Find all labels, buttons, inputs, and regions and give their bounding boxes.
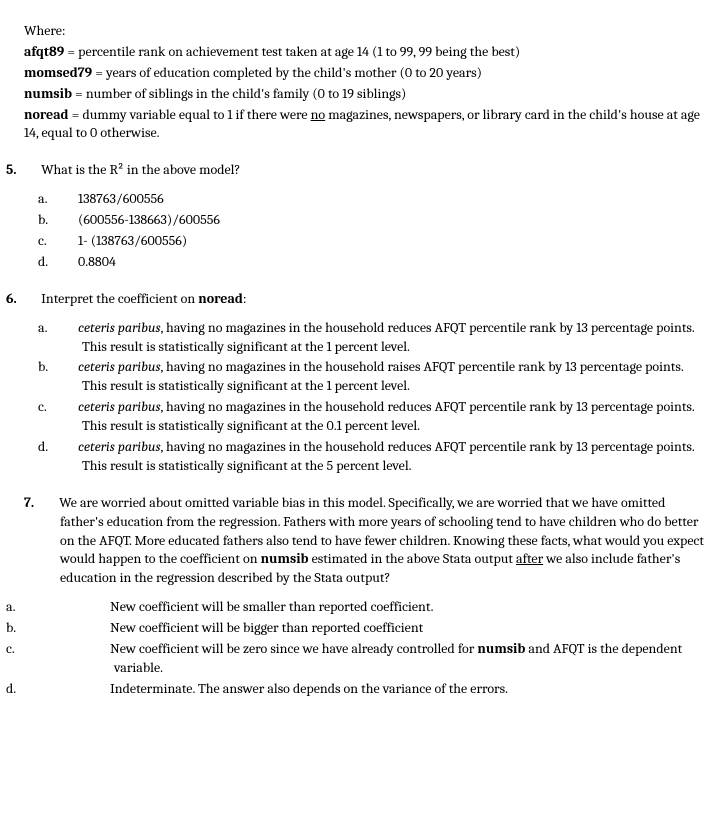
def-momsed79-label: momsed79 xyxy=(24,64,92,81)
def-numsib: numsib = number of siblings in the child… xyxy=(24,85,704,104)
q5-opt-a-text: 138763/600556 xyxy=(78,190,164,207)
q6-opt-b-ital: ceteris paribus xyxy=(78,358,161,375)
opt-letter: a. xyxy=(60,190,78,209)
def-noread-no: no xyxy=(311,106,326,123)
opt-letter: d. xyxy=(60,253,78,272)
def-afqt89: afqt89 = percentile rank on achievement … xyxy=(24,43,704,62)
question-6-bold: noread xyxy=(198,290,243,307)
question-6-text-after: : xyxy=(243,290,247,307)
def-momsed79: momsed79 = years of education completed … xyxy=(24,64,704,83)
q6-opt-d: d.ceteris paribus, having no magazines i… xyxy=(60,438,704,476)
question-6: 6. Interpret the coefficient on noread: … xyxy=(24,290,704,476)
question-6-options: a.ceteris paribus, having no magazines i… xyxy=(60,319,704,476)
question-6-text-before: Interpret the coefficient on xyxy=(41,290,198,307)
def-numsib-label: numsib xyxy=(24,85,72,102)
opt-letter: c. xyxy=(60,232,78,251)
q7-opt-b-text: New coefficient will be bigger than repo… xyxy=(110,619,423,636)
q6-opt-d-ital: ceteris paribus xyxy=(78,438,161,455)
opt-letter: a. xyxy=(60,598,110,617)
q5-opt-d: d.0.8804 xyxy=(60,253,704,272)
q5-opt-c: c.1- (138763/600556) xyxy=(60,232,704,251)
opt-letter: b. xyxy=(60,619,110,638)
q7-opt-b: b.New coefficient will be bigger than re… xyxy=(60,619,704,638)
def-numsib-text: = number of siblings in the child's fami… xyxy=(72,85,406,102)
def-afqt89-text: = percentile rank on achievement test ta… xyxy=(64,43,520,60)
q5-opt-b: b.(600556-138663)/600556 xyxy=(60,211,704,230)
q6-opt-a: a.ceteris paribus, having no magazines i… xyxy=(60,319,704,357)
q6-opt-d-rest: , having no magazines in the household r… xyxy=(82,438,694,474)
question-5: 5. What is the R² in the above model? a.… xyxy=(24,161,704,271)
q7-opt-c-bold: numsib xyxy=(477,640,525,657)
question-7-number: 7. xyxy=(42,494,56,513)
def-noread: noread = dummy variable equal to 1 if th… xyxy=(24,106,704,144)
q7-opt-a: a.New coefficient will be smaller than r… xyxy=(60,598,704,617)
question-7-options: a.New coefficient will be smaller than r… xyxy=(60,598,704,698)
question-5-header: 5. What is the R² in the above model? xyxy=(24,161,704,180)
question-6-number: 6. xyxy=(24,290,38,309)
question-7: 7. We are worried about omitted variable… xyxy=(24,494,704,699)
question-7-header: 7. We are worried about omitted variable… xyxy=(24,494,704,588)
question-5-number: 5. xyxy=(24,161,38,180)
question-7-numsib: numsib xyxy=(261,550,309,567)
q5-opt-a: a.138763/600556 xyxy=(60,190,704,209)
question-6-header: 6. Interpret the coefficient on noread: xyxy=(24,290,704,309)
q7-opt-d: d.Indeterminate. The answer also depends… xyxy=(60,680,704,699)
q6-opt-c: c.ceteris paribus, having no magazines i… xyxy=(60,398,704,436)
q5-opt-c-text: 1- (138763/600556) xyxy=(78,232,187,249)
opt-letter: a. xyxy=(60,319,78,338)
q7-opt-d-text: Indeterminate. The answer also depends o… xyxy=(110,680,508,697)
question-7-after: after xyxy=(516,550,543,567)
opt-letter: b. xyxy=(60,211,78,230)
opt-letter: c. xyxy=(60,398,78,417)
q5-opt-d-text: 0.8804 xyxy=(78,253,116,270)
def-momsed79-text: = years of education completed by the ch… xyxy=(92,64,482,81)
opt-letter: c. xyxy=(60,640,110,659)
question-7-p2: estimated in the above Stata output xyxy=(309,550,517,567)
q7-opt-c-before: New coefficient will be zero since we ha… xyxy=(110,640,477,657)
q6-opt-c-ital: ceteris paribus xyxy=(78,398,161,415)
q7-opt-a-text: New coefficient will be smaller than rep… xyxy=(110,598,433,615)
question-5-options: a.138763/600556 b.(600556-138663)/600556… xyxy=(60,190,704,272)
q7-opt-c: c.New coefficient will be zero since we … xyxy=(60,640,704,678)
q6-opt-a-rest: , having no magazines in the household r… xyxy=(82,319,694,355)
q6-opt-b-rest: , having no magazines in the household r… xyxy=(82,358,683,394)
def-afqt89-label: afqt89 xyxy=(24,43,64,60)
def-noread-label: noread xyxy=(24,106,69,123)
def-noread-text-before: = dummy variable equal to 1 if there wer… xyxy=(69,106,311,123)
q6-opt-a-ital: ceteris paribus xyxy=(78,319,161,336)
q5-opt-b-text: (600556-138663)/600556 xyxy=(78,211,220,228)
opt-letter: b. xyxy=(60,358,78,377)
where-label: Where: xyxy=(24,22,704,41)
question-5-text: What is the R² in the above model? xyxy=(41,161,240,178)
q6-opt-c-rest: , having no magazines in the household r… xyxy=(82,398,694,434)
q6-opt-b: b.ceteris paribus, having no magazines i… xyxy=(60,358,704,396)
opt-letter: d. xyxy=(60,438,78,457)
opt-letter: d. xyxy=(60,680,110,699)
